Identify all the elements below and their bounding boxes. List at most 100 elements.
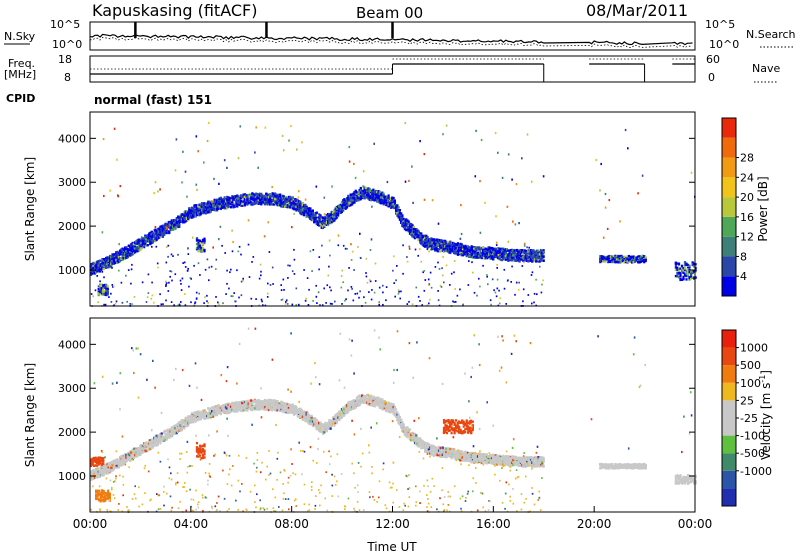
- echo-cell: [213, 205, 216, 208]
- scatter-cell: [252, 256, 255, 258]
- echo-cell: [361, 196, 364, 199]
- echo-cell: [280, 201, 283, 204]
- scatter-cell: [215, 296, 217, 298]
- echo-cell: [93, 476, 96, 479]
- echo-cell: [224, 207, 228, 210]
- echo-cell: [499, 254, 502, 257]
- echo-cell: [502, 254, 505, 258]
- echo-cell: [129, 450, 132, 453]
- scatter-cell: [150, 297, 153, 300]
- echo-cell: [514, 249, 517, 252]
- speckle-cell: [282, 149, 285, 152]
- scatter-cell: [151, 294, 154, 297]
- scatter-cell: [495, 295, 498, 298]
- echo-cell: [405, 223, 408, 226]
- scatter-cell: [108, 296, 110, 298]
- echo-cell: [470, 252, 473, 256]
- echo-cell: [187, 415, 190, 418]
- scatter-cell: [334, 300, 336, 303]
- scatter-cell: [155, 245, 158, 248]
- echo-cell: [489, 247, 492, 250]
- echo-cell: [131, 448, 134, 451]
- echo-cell: [518, 251, 521, 254]
- scatter-cell: [424, 279, 427, 281]
- echo-cell: [440, 240, 443, 243]
- echo-cell: [368, 190, 371, 194]
- speckle-cell: [501, 176, 504, 179]
- echo-cell: [142, 443, 146, 446]
- scatter-cell: [180, 301, 182, 303]
- echo-cell: [232, 204, 235, 207]
- echo-cell: [308, 216, 311, 219]
- echo-cell: [376, 190, 379, 194]
- echo-cell: [105, 291, 108, 295]
- echo-cell: [503, 249, 506, 252]
- echo-cell: [456, 253, 459, 256]
- echo-cell: [279, 201, 282, 204]
- echo-cell: [478, 248, 481, 251]
- echo-cell: [436, 238, 439, 242]
- echo-cell: [119, 459, 122, 462]
- echo-cell: [161, 233, 164, 236]
- scatter-cell: [445, 264, 448, 267]
- speckle-cell: [511, 178, 513, 181]
- echo-cell: [498, 247, 501, 250]
- echo-cell: [277, 204, 280, 207]
- echo-cell: [232, 197, 235, 201]
- echo-cell: [490, 251, 493, 255]
- echo-cell: [252, 193, 255, 196]
- freq-tick-bottom: 8: [64, 71, 71, 84]
- echo-cell: [363, 196, 366, 200]
- echo-cell: [173, 220, 176, 223]
- echo-cell: [97, 467, 100, 470]
- echo-cell: [164, 230, 167, 233]
- scatter-cell: [509, 249, 511, 252]
- echo-cell: [376, 194, 379, 197]
- echo-cell: [415, 236, 418, 239]
- scatter-cell: [111, 267, 113, 269]
- echo-cell: [677, 262, 681, 265]
- echo-cell: [177, 218, 180, 221]
- echo-cell: [169, 430, 172, 433]
- echo-cell: [122, 248, 125, 251]
- echo-cell: [397, 210, 400, 213]
- echo-cell: [425, 237, 428, 240]
- speckle-cell: [627, 147, 629, 150]
- scatter-cell: [170, 270, 173, 273]
- echo-cell: [448, 242, 451, 246]
- echo-cell: [459, 251, 462, 255]
- echo-cell: [272, 198, 275, 201]
- echo-cell: [327, 219, 330, 223]
- speckle-cell: [354, 176, 357, 179]
- echo-cell: [204, 209, 207, 213]
- echo-cell: [507, 257, 510, 260]
- echo-cell: [166, 223, 170, 226]
- echo-cell: [252, 196, 255, 200]
- scatter-cell: [282, 278, 285, 281]
- echo-cell: [184, 421, 187, 424]
- echo-cell: [482, 246, 485, 249]
- echo-cell: [199, 209, 202, 212]
- speckle-cell: [507, 153, 510, 156]
- scatter-cell: [321, 304, 324, 307]
- echo-cell: [153, 229, 156, 233]
- echo-cell: [174, 432, 177, 435]
- echo-cell: [108, 461, 112, 465]
- echo-cell: [512, 251, 515, 254]
- echo-cell: [388, 197, 391, 200]
- echo-cell: [132, 242, 136, 246]
- echo-cell: [231, 197, 234, 200]
- echo-cell: [258, 194, 262, 197]
- colorbar-frame: [721, 117, 737, 297]
- echo-cell: [540, 256, 543, 259]
- echo-cell: [532, 249, 535, 252]
- scatter-cell: [224, 252, 226, 254]
- echo-cell: [177, 429, 180, 433]
- echo-cell: [407, 229, 410, 233]
- echo-cell: [369, 197, 372, 200]
- colorbar-tick-label: 8: [740, 250, 747, 263]
- echo-cell: [107, 260, 110, 264]
- echo-cell: [240, 200, 243, 203]
- echo-cell: [269, 198, 272, 202]
- scatter-cell: [452, 300, 454, 303]
